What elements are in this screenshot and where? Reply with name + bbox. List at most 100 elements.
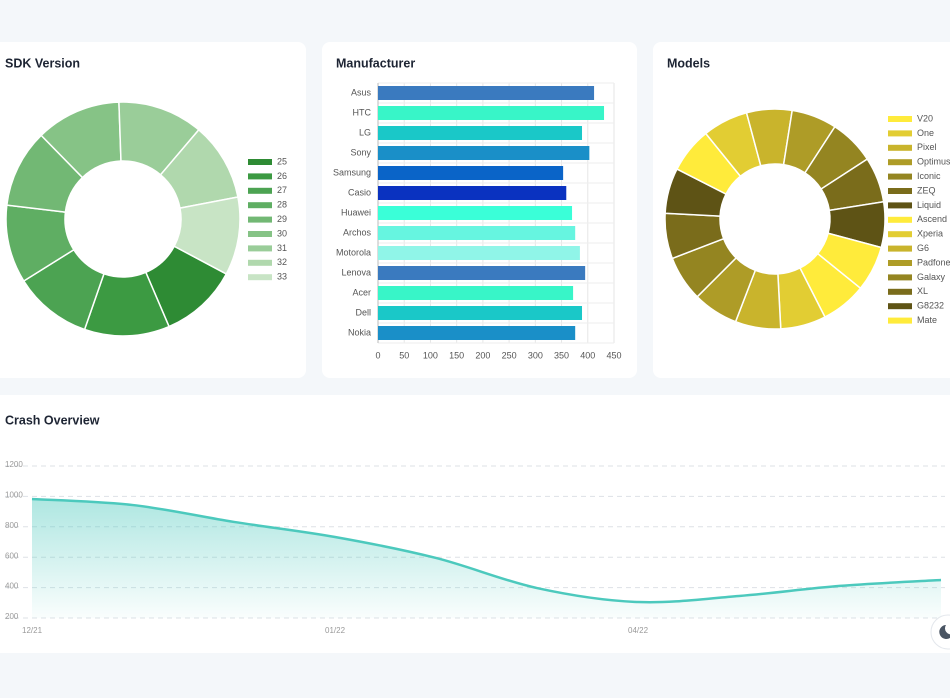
bar (378, 226, 576, 240)
legend-label: G8232 (917, 301, 944, 311)
bar (378, 146, 590, 160)
bar (378, 86, 595, 100)
area-fill (32, 498, 941, 618)
legend-swatch (888, 216, 912, 223)
y-tick-label: Asus (351, 87, 372, 97)
legend-label: Galaxy (917, 272, 946, 282)
legend-label: V20 (917, 113, 933, 123)
legend-swatch (248, 259, 272, 266)
line (31, 497, 942, 604)
legend-label: Optimus (917, 157, 950, 167)
bar (378, 246, 580, 260)
x-tick-label: 50 (399, 350, 409, 360)
y-tick-label: 400 (5, 582, 19, 591)
x-tick-label: 12/21 (22, 626, 43, 635)
legend-swatch (888, 202, 912, 209)
charts: 25 26 27 28 29 30 31 32 33 0 50 100 150 200 250 300 350 4… (5, 82, 950, 635)
legend-swatch (888, 173, 912, 180)
legend-label: Pixel (917, 142, 937, 152)
legend-swatch (888, 159, 912, 166)
donut-slice (816, 232, 883, 290)
legend-swatch (888, 245, 912, 252)
y-tick-label: HTC (353, 107, 372, 117)
legend-swatch (248, 274, 272, 281)
legend-swatch (248, 173, 272, 180)
legend-label: 30 (277, 228, 287, 238)
y-tick-label: Acer (352, 287, 371, 297)
legend-label: Liquid (917, 200, 941, 210)
bar (378, 326, 576, 340)
y-tick-label: Huawei (341, 207, 371, 217)
legend-label: ZEQ (917, 185, 936, 195)
legend-label: 31 (277, 243, 287, 253)
legend-swatch (248, 187, 272, 194)
x-tick-label: 04/22 (628, 626, 649, 635)
legend-label: Xperia (917, 229, 943, 239)
legend-swatch (888, 303, 912, 310)
legend-swatch (248, 216, 272, 223)
x-tick-label: 400 (580, 350, 595, 360)
legend-label: Ascend (917, 214, 947, 224)
bar (378, 106, 605, 120)
bar (378, 186, 567, 200)
x-tick-label: 450 (606, 350, 621, 360)
chart-title: Models (667, 56, 710, 70)
legend-label: 32 (277, 257, 287, 267)
y-tick-label: 600 (5, 551, 19, 560)
legend-label: Padfone (917, 257, 950, 267)
legend-swatch (888, 188, 912, 194)
y-tick-label: Dell (355, 307, 371, 317)
chart-title: SDK Version (5, 56, 80, 70)
moon-icon (939, 625, 950, 639)
legend-label: Mate (917, 315, 937, 325)
y-tick-label: Lenova (341, 267, 371, 277)
x-tick-label: 0 (375, 350, 380, 360)
y-tick-label: Nokia (348, 327, 371, 337)
legend-swatch (248, 245, 272, 252)
legend-swatch (888, 274, 912, 281)
legend-label: 27 (277, 185, 287, 195)
x-tick-label: 01/22 (325, 626, 346, 635)
y-tick-label: LG (359, 127, 371, 137)
legend-label: G6 (917, 243, 929, 253)
bar (378, 286, 574, 300)
legend-swatch (888, 260, 912, 266)
legend-swatch (888, 288, 912, 295)
x-tick-label: 150 (449, 350, 464, 360)
y-tick-label: Motorola (336, 247, 371, 257)
bar (378, 166, 564, 180)
bar (378, 266, 586, 280)
legend-swatch (888, 317, 912, 324)
y-tick-label: Samsung (333, 167, 371, 177)
y-tick-label: 800 (5, 521, 19, 530)
bar (378, 206, 573, 220)
theme-toggle[interactable] (930, 614, 950, 650)
legend-label: 33 (277, 272, 287, 282)
legend-swatch (888, 231, 912, 238)
legend-swatch (888, 116, 912, 122)
legend-swatch (248, 159, 272, 165)
legend-swatch (248, 231, 272, 237)
legend-swatch (888, 130, 912, 137)
legend-label: XL (917, 286, 928, 296)
y-tick-label: Archos (343, 227, 372, 237)
legend-label: One (917, 128, 934, 138)
legend-label: 26 (277, 171, 287, 181)
y-tick-label: 1200 (5, 460, 23, 469)
x-tick-label: 250 (502, 350, 517, 360)
chart-title: Manufacturer (336, 56, 415, 70)
donut-slice (173, 196, 241, 275)
y-tick-label: Sony (350, 147, 371, 157)
legend-label: 29 (277, 214, 287, 224)
y-tick-label: Casio (348, 187, 371, 197)
chart-title: Crash Overview (5, 413, 100, 427)
legend-label: 28 (277, 200, 287, 210)
legend-swatch (888, 144, 912, 151)
x-tick-label: 100 (423, 350, 438, 360)
x-tick-label: 350 (554, 350, 569, 360)
y-tick-label: 1000 (5, 491, 23, 500)
legend-label: Iconic (917, 171, 941, 181)
legend-label: 25 (277, 156, 287, 166)
bar (378, 306, 583, 320)
